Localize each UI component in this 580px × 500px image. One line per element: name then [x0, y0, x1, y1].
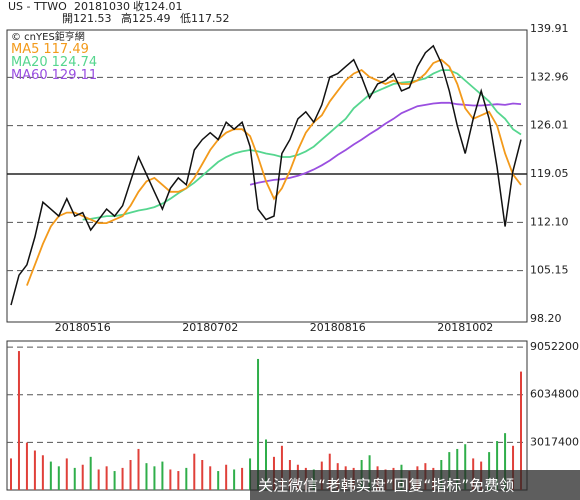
y-tick-label: 126.01: [530, 119, 569, 132]
volume-bar: [10, 458, 12, 490]
volume-bar: [233, 469, 236, 490]
header-line-2: 開121.53 高125.49 低117.52: [62, 11, 230, 25]
volume-bar: [49, 461, 52, 490]
volume-bar: [145, 463, 148, 490]
legend-value: 129.11: [52, 68, 98, 83]
legend-entry: MA60 129.11: [11, 68, 97, 83]
y-tick-label: 112.10: [530, 215, 569, 228]
legend-value: 124.74: [52, 55, 98, 70]
volume-bar: [137, 448, 140, 490]
volume-bar: [121, 467, 124, 490]
volume-bar: [57, 466, 60, 490]
volume-bar: [177, 471, 180, 490]
legend-entry: MA20 124.74: [11, 55, 97, 70]
volume-bar: [217, 471, 220, 490]
y-tick-label: 98.20: [530, 312, 562, 325]
low-price: 低117.52: [180, 12, 230, 25]
header-line-1: US - TTWO 20181030 收124.01: [8, 0, 183, 13]
price-line: [10, 44, 522, 306]
volume-bar: [201, 460, 204, 490]
volume-bar: [496, 441, 499, 490]
volume-bar: [65, 458, 68, 490]
high-price: 高125.49: [121, 11, 171, 25]
volume-bar: [504, 433, 507, 490]
watermark: 关注微信“老韩实盘”回复“指标”免费领: [258, 477, 514, 495]
volume-bar: [113, 471, 116, 490]
volume-bar: [153, 466, 156, 490]
volume-bar: [33, 450, 36, 490]
price-line: [26, 58, 522, 286]
legend-name: MA5: [11, 42, 39, 57]
y-tick-label: 6034800: [530, 388, 579, 401]
y-tick-label: 119.05: [530, 167, 569, 180]
x-tick-label: 20180702: [182, 321, 238, 334]
price-line: [249, 101, 522, 186]
volume-bar: [257, 358, 260, 490]
price-line: [82, 69, 522, 221]
y-tick-label: 139.91: [530, 22, 569, 35]
close-price: 收124.01: [133, 0, 183, 13]
legend-name: MA20: [11, 55, 48, 70]
legend-entry: MA5 117.49: [11, 42, 89, 57]
volume-bar: [241, 467, 244, 490]
date: 20181030: [74, 0, 130, 13]
volume-bar: [161, 461, 164, 490]
volume-bar: [41, 455, 44, 490]
volume-bar: [280, 445, 283, 490]
volume-bar: [265, 439, 267, 490]
volume-bar: [73, 467, 76, 490]
source: © cnYES鉅亨網: [11, 30, 85, 43]
symbol: US - TTWO: [8, 0, 67, 13]
volume-bar: [193, 453, 196, 490]
y-tick-label: 105.15: [530, 264, 569, 277]
y-tick-label: 9052200: [530, 340, 579, 353]
volume-bar: [456, 448, 459, 490]
volume-bar: [129, 460, 132, 490]
x-tick-label: 20180516: [55, 321, 111, 334]
legend-value: 117.49: [43, 42, 89, 57]
x-tick-label: 20181002: [437, 321, 493, 334]
open-price: 開121.53: [62, 12, 112, 25]
volume-bar: [25, 442, 28, 490]
volume-bar: [81, 464, 84, 490]
volume-bar: [185, 467, 188, 490]
volume-bar: [105, 466, 108, 490]
volume-bar: [512, 445, 515, 490]
volume-bar: [89, 456, 92, 490]
y-tick-label: 3017400: [530, 435, 579, 448]
volume-bar: [169, 469, 172, 490]
price-panel: [6, 29, 528, 323]
volume-bar: [209, 466, 212, 490]
volume-bar: [520, 371, 522, 490]
x-tick-label: 20180816: [310, 321, 366, 334]
legend-name: MA60: [11, 68, 48, 83]
y-tick-label: 132.96: [530, 70, 569, 83]
banner-bg: [250, 470, 580, 500]
volume-bar: [97, 469, 100, 490]
volume-bar: [17, 351, 20, 490]
volume-bar: [225, 464, 228, 490]
volume-bar: [464, 444, 467, 490]
